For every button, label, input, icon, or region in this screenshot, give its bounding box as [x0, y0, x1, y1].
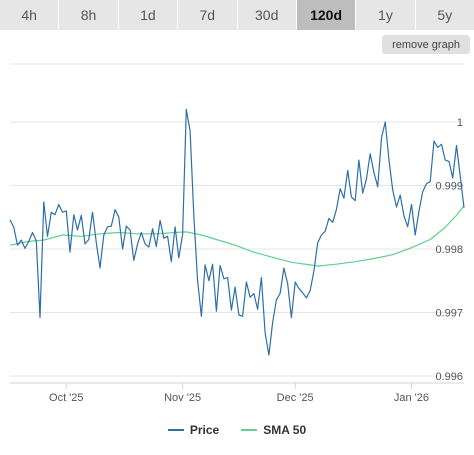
tab-30d[interactable]: 30d: [237, 0, 297, 30]
chart-legend: Price SMA 50: [0, 421, 474, 439]
x-tick-label: Oct '25: [49, 392, 84, 404]
tab-1d[interactable]: 1d: [118, 0, 179, 30]
y-tick-label: 0.997: [435, 308, 463, 320]
tab-4h[interactable]: 4h: [0, 0, 60, 30]
tab-7d[interactable]: 7d: [178, 0, 238, 30]
y-tick-label: 0.999: [435, 181, 463, 193]
y-tick-label: 1: [457, 117, 463, 129]
tab-5y[interactable]: 5y: [415, 0, 474, 30]
x-tick-label: Dec '25: [277, 392, 314, 404]
legend-label-price: Price: [189, 423, 220, 437]
x-tick-label: Jan '26: [394, 392, 429, 404]
legend-swatch-sma: [241, 429, 258, 431]
legend-item-price[interactable]: Price: [167, 423, 220, 437]
legend-label-sma: SMA 50: [263, 423, 307, 437]
y-tick-label: 0.996: [435, 371, 463, 383]
time-range-tabs: 4h 8h 1d 7d 30d 120d 1y 5y: [0, 0, 474, 30]
legend-item-sma[interactable]: SMA 50: [241, 423, 306, 437]
sma-series-line: [9, 205, 465, 267]
tab-1y[interactable]: 1y: [356, 0, 416, 30]
remove-graph-button[interactable]: remove graph: [382, 35, 470, 54]
y-tick-label: 0.998: [435, 244, 463, 256]
price-series-line: [9, 108, 465, 356]
legend-swatch-price: [167, 429, 184, 431]
tab-8h[interactable]: 8h: [59, 0, 119, 30]
x-tick-label: Nov '25: [164, 392, 201, 404]
price-chart: 0.996 0.997 0.998 0.999 1 Oct '25 Nov '25 Dec '…: [9, 63, 465, 404]
tab-120d[interactable]: 120d: [296, 0, 357, 30]
